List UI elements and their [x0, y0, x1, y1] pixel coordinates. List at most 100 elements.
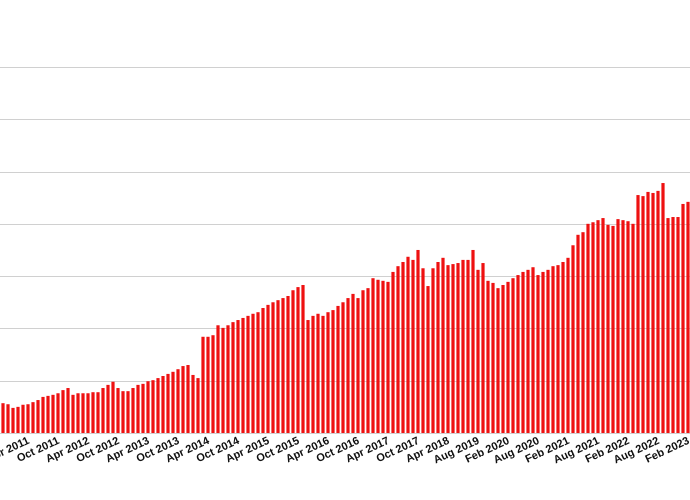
bar [321, 315, 325, 433]
bar [341, 302, 345, 433]
bar [286, 295, 290, 433]
bar [686, 201, 690, 433]
bar [571, 245, 575, 433]
bar [1, 403, 5, 433]
bar [411, 259, 415, 433]
bar [501, 285, 505, 433]
bar [61, 390, 65, 433]
bar [606, 224, 610, 433]
bar [266, 304, 270, 433]
bar [21, 404, 25, 433]
bar [461, 259, 465, 433]
bar [561, 261, 565, 433]
bar [96, 392, 100, 433]
bar [346, 298, 350, 433]
bar [11, 407, 15, 433]
bar [516, 275, 520, 433]
bar [56, 393, 60, 433]
bar [91, 392, 95, 433]
bar [616, 219, 620, 433]
bar [656, 190, 660, 433]
bar [191, 374, 195, 433]
bar [661, 183, 665, 433]
bar [591, 222, 595, 433]
bar [526, 269, 530, 433]
bar [111, 381, 115, 433]
bar [186, 365, 190, 433]
bar [366, 288, 370, 433]
bar [331, 310, 335, 433]
bar [241, 317, 245, 433]
bar [76, 393, 80, 433]
bar [481, 263, 485, 433]
bar [556, 265, 560, 433]
bar [636, 195, 640, 433]
bar [46, 395, 50, 433]
bar [311, 315, 315, 433]
bar [401, 261, 405, 433]
bar [316, 313, 320, 433]
bar [386, 281, 390, 433]
bar [251, 313, 255, 433]
bar [671, 217, 675, 433]
bar [396, 266, 400, 433]
bar [621, 220, 625, 433]
bar [406, 256, 410, 433]
bar [66, 388, 70, 433]
bar [566, 257, 570, 433]
bar [466, 259, 470, 433]
bar [161, 375, 165, 433]
bar [416, 249, 420, 433]
bar [276, 300, 280, 433]
bar [336, 305, 340, 433]
bar [476, 269, 480, 433]
bar [71, 394, 75, 433]
bar [611, 225, 615, 433]
bar [121, 391, 125, 433]
bar [36, 400, 40, 433]
bar [441, 257, 445, 433]
bar [361, 290, 365, 433]
bar [291, 290, 295, 433]
bar [16, 406, 20, 433]
bar [491, 282, 495, 433]
bar [421, 268, 425, 433]
bar [626, 221, 630, 433]
bar [641, 196, 645, 433]
bar [176, 369, 180, 433]
bar [151, 380, 155, 433]
bar [306, 320, 310, 433]
bar [456, 263, 460, 433]
bar [506, 281, 510, 433]
bar [576, 234, 580, 433]
bar [156, 378, 160, 433]
bar [206, 336, 210, 433]
bar [586, 223, 590, 433]
bar [511, 278, 515, 433]
bar [86, 393, 90, 433]
bar [281, 298, 285, 433]
bar [666, 218, 670, 433]
bar [181, 366, 185, 433]
bar [681, 203, 685, 433]
bar [651, 192, 655, 433]
bar [31, 402, 35, 433]
bar [261, 308, 265, 433]
bar [166, 373, 170, 433]
bar [581, 232, 585, 433]
bar [226, 325, 230, 433]
bar [136, 384, 140, 433]
bar [551, 266, 555, 433]
bar [646, 191, 650, 433]
bar [301, 285, 305, 433]
bar [446, 265, 450, 433]
bar [116, 388, 120, 433]
bar [51, 394, 55, 433]
bar [601, 218, 605, 433]
bar [546, 269, 550, 433]
bar [41, 396, 45, 433]
bar [131, 388, 135, 433]
bar [356, 298, 360, 433]
bar [231, 322, 235, 433]
